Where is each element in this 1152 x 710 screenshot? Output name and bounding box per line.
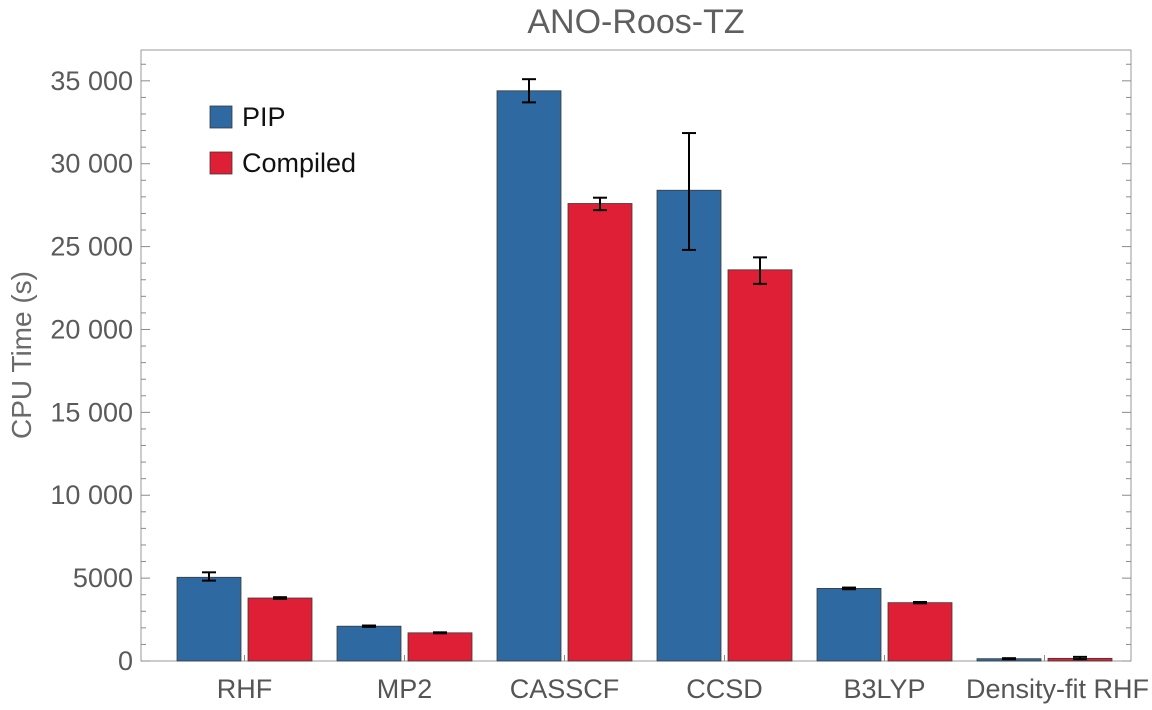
- legend-swatch-compiled: [209, 151, 233, 175]
- error-bar: [433, 631, 447, 635]
- error-bar: [913, 600, 927, 605]
- error-bar: [362, 624, 376, 628]
- y-tick-label: 25 000: [50, 232, 133, 262]
- x-tick-label: RHF: [217, 674, 273, 704]
- y-tick-label: 15 000: [50, 397, 133, 427]
- bar-pip-ccsd: [656, 189, 722, 662]
- y-tick-label: 20 000: [50, 314, 133, 344]
- legend-label-pip: PIP: [242, 102, 286, 132]
- x-tick-label: CASSCF: [510, 674, 620, 704]
- bar-compiled-casscf: [567, 203, 633, 662]
- y-tick-label: 0: [118, 646, 133, 676]
- bar-compiled-b3lyp: [887, 602, 953, 662]
- bar-compiled-rhf: [247, 597, 313, 662]
- x-axis: RHF MP2 CASSCF CCSD B3LYP Density-fit RHF: [217, 655, 1149, 704]
- error-bar: [593, 196, 607, 212]
- bar-compiled-ccsd: [727, 269, 793, 662]
- bars-layer: [176, 90, 1113, 662]
- bar-pip-casscf: [496, 90, 562, 662]
- legend: PIP Compiled: [209, 102, 356, 178]
- y-tick-label: 10 000: [50, 480, 133, 510]
- error-bar: [842, 586, 856, 591]
- x-tick-label: MP2: [377, 674, 433, 704]
- error-bars-layer: [202, 78, 1087, 661]
- error-bar: [682, 132, 696, 251]
- error-bar: [1073, 655, 1087, 661]
- y-tick-label: 5000: [73, 563, 133, 593]
- error-bar: [273, 596, 287, 600]
- x-tick-label: CCSD: [686, 674, 763, 704]
- chart-title: ANO-Roos-TZ: [527, 3, 744, 41]
- x-tick-label: B3LYP: [843, 674, 925, 704]
- y-axis-label: CPU Time (s): [6, 271, 37, 439]
- legend-label-compiled: Compiled: [242, 148, 356, 178]
- error-bar: [202, 571, 216, 582]
- bar-pip-mp2: [336, 625, 402, 662]
- bar-pip-rhf: [176, 576, 242, 662]
- error-bar: [1002, 657, 1016, 661]
- y-axis: 0 5000 10 000 15 000 20 000 25 000 30 000 35 00…: [50, 63, 1131, 676]
- error-bar: [753, 256, 767, 285]
- x-tick-label: Density-fit RHF: [966, 674, 1149, 704]
- bar-compiled-mp2: [407, 632, 473, 662]
- error-bar: [522, 78, 536, 104]
- y-tick-label: 35 000: [50, 66, 133, 96]
- legend-swatch-pip: [209, 105, 233, 129]
- plot-frame: [140, 49, 1132, 662]
- y-tick-label: 30 000: [50, 149, 133, 179]
- bar-pip-b3lyp: [816, 587, 882, 662]
